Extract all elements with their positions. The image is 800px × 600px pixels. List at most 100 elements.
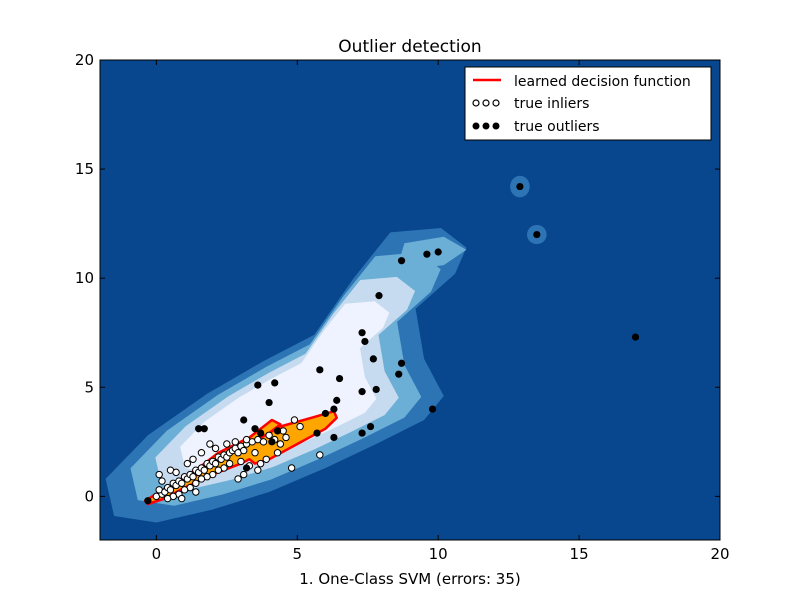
inlier-point <box>197 475 206 483</box>
inlier-point <box>178 479 186 487</box>
outlier-point <box>375 292 383 300</box>
inlier-point <box>256 459 265 468</box>
inlier-point <box>225 459 234 468</box>
outlier-point <box>144 497 152 505</box>
inlier-point <box>316 451 324 459</box>
outlier-point <box>242 464 251 472</box>
outlier-point <box>397 359 406 367</box>
x-tick-label: 15 <box>570 545 589 563</box>
outlier-point <box>423 250 431 258</box>
inlier-point <box>158 477 166 485</box>
outlier-point <box>397 257 406 265</box>
outlier-point <box>330 433 338 442</box>
inlier-point <box>172 468 180 477</box>
inlier-point <box>234 475 242 483</box>
inlier-point <box>197 449 206 457</box>
inlier-point <box>259 438 268 446</box>
inlier-point <box>200 466 208 474</box>
x-tick-label: 5 <box>292 545 302 563</box>
outlier-point <box>254 381 262 389</box>
x-tick-label: 10 <box>429 545 448 563</box>
legend-entry-decision: learned decision function <box>514 74 691 90</box>
outlier-point <box>195 425 203 433</box>
inlier-point <box>206 440 214 448</box>
y-axis-ticks: 0 5 10 15 20 <box>75 51 720 505</box>
y-tick-label: 20 <box>75 51 94 69</box>
inlier-point <box>254 466 262 474</box>
inlier-points <box>152 416 324 503</box>
outlier-point <box>533 230 541 239</box>
outlier-point <box>321 409 330 418</box>
outlier-point <box>366 422 375 431</box>
outlier-point <box>358 429 366 437</box>
outlier-point <box>271 379 279 387</box>
outlier-point <box>361 337 369 346</box>
contour-band-4 <box>180 301 390 473</box>
inlier-point <box>240 470 248 479</box>
outlier-point <box>516 182 524 191</box>
outlier-point <box>395 370 403 378</box>
y-tick-label: 15 <box>75 160 94 178</box>
inlier-point <box>189 455 197 463</box>
inlier-point <box>180 486 189 494</box>
inlier-point <box>223 440 231 448</box>
chart-title: Outlier detection <box>338 37 481 57</box>
inlier-point <box>166 486 175 494</box>
outlier-point <box>434 248 442 256</box>
inlier-point <box>265 431 273 439</box>
inlier-point <box>163 494 172 503</box>
outlier-point <box>251 425 259 433</box>
outlier-point <box>358 388 366 396</box>
outlier-point <box>240 416 248 424</box>
contour-island-upper <box>395 236 467 272</box>
inlier-point <box>273 449 282 457</box>
inlier-point <box>251 449 259 457</box>
outlier-point <box>273 427 282 435</box>
legend-entry-inliers: true inliers <box>514 96 589 112</box>
inlier-point <box>282 433 290 442</box>
inlier-point <box>214 466 223 474</box>
inlier-point <box>237 457 245 466</box>
inlier-point <box>211 459 220 468</box>
inlier-point <box>290 416 299 424</box>
outlier-point <box>372 385 380 394</box>
outlier-point <box>313 429 321 437</box>
x-tick-label: 0 <box>152 545 162 563</box>
y-tick-label: 0 <box>84 487 94 505</box>
inlier-point <box>178 494 186 503</box>
inlier-point <box>231 438 239 446</box>
inlier-point <box>155 470 163 479</box>
outlier-point <box>257 429 265 437</box>
plot-frame <box>99 59 721 541</box>
outlier-point <box>268 438 276 446</box>
inlier-point <box>192 479 200 487</box>
outlier-point <box>369 355 377 363</box>
inlier-point <box>262 455 270 463</box>
inlier-point <box>189 473 197 481</box>
outlier-point <box>265 398 273 407</box>
inlier-point <box>192 488 200 496</box>
legend-inlier-swatch <box>472 99 500 107</box>
inlier-point <box>296 422 304 431</box>
outlier-points <box>144 182 640 505</box>
inlier-point <box>242 435 251 444</box>
outlier-point <box>631 333 640 341</box>
legend-box <box>464 66 712 141</box>
inlier-point <box>287 464 296 472</box>
outlier-point <box>333 396 341 404</box>
x-axis-ticks: 0 5 10 15 20 <box>152 60 730 563</box>
density-contours <box>105 175 547 523</box>
y-tick-label: 10 <box>75 269 94 287</box>
legend-entry-outliers: true outliers <box>514 119 600 135</box>
legend-outlier-swatch <box>472 122 500 130</box>
outlier-point <box>358 329 366 337</box>
outlier-point <box>316 366 324 374</box>
inlier-point <box>240 446 248 455</box>
legend: learned decision function true inliers t… <box>464 66 712 141</box>
inlier-point <box>211 444 220 453</box>
outlier-point <box>335 374 344 383</box>
x-tick-label: 20 <box>710 545 729 563</box>
outlier-point <box>200 425 208 433</box>
outlier-point <box>428 405 437 413</box>
